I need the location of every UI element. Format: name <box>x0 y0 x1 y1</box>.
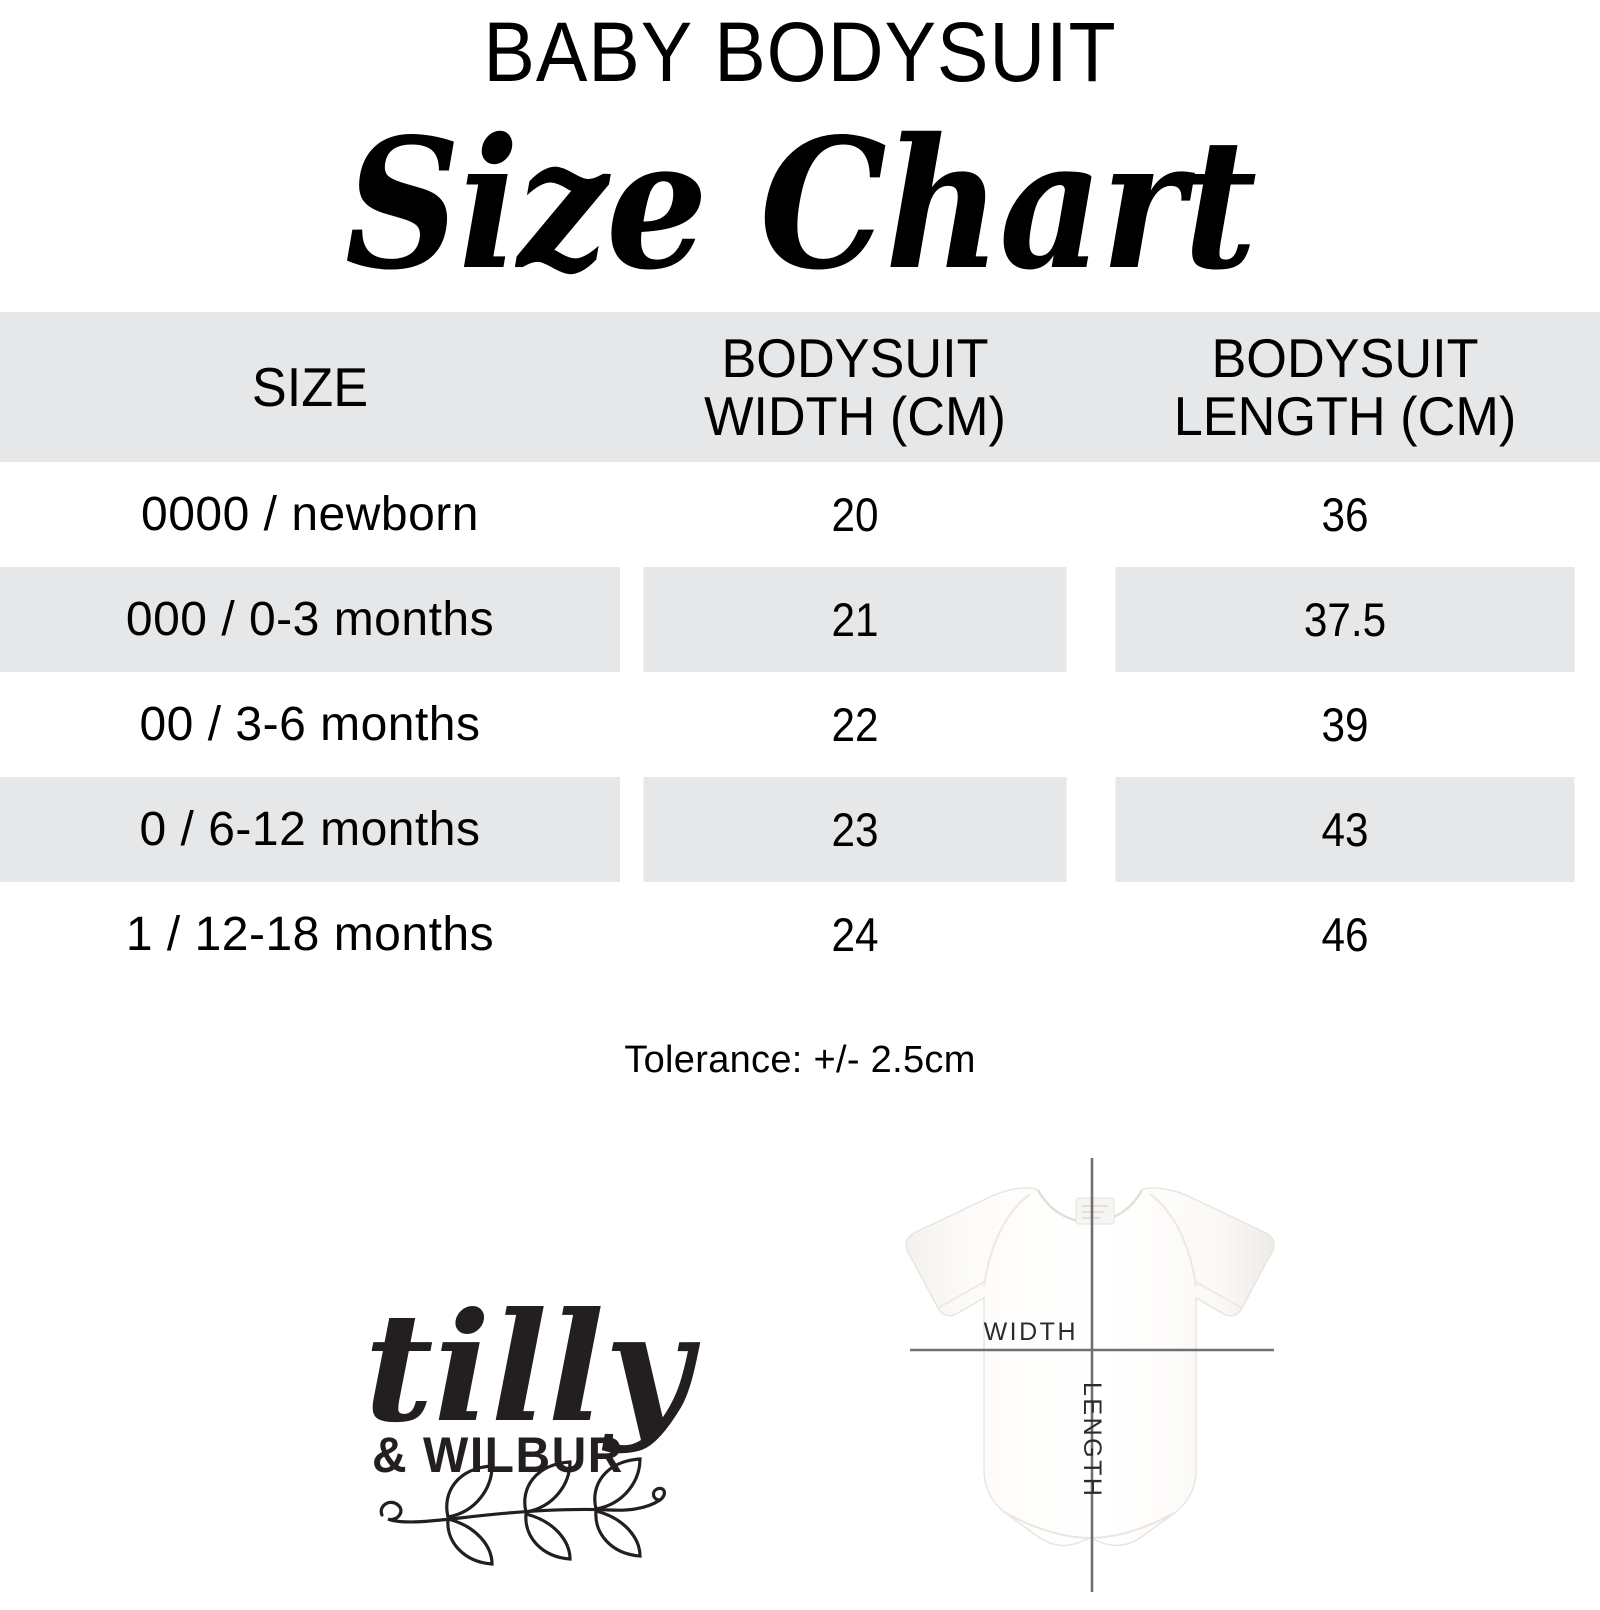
table-row: 0 / 6-12 months 23 43 <box>0 777 1600 883</box>
brand-logo: tilly & WILBUR <box>330 1260 730 1600</box>
column-header-bodysuit-length: BODYSUIT LENGTH (CM) <box>1090 312 1600 463</box>
table-header: SIZE BODYSUIT WIDTH (CM) BODYSUIT LENGTH… <box>0 312 1600 463</box>
page-title-product: BABY BODYSUIT <box>483 5 1117 99</box>
page-title-script: Size Chart <box>344 98 1257 310</box>
cell-length: 37.5 <box>1115 567 1575 673</box>
cell-size: 0000 / newborn <box>0 462 620 568</box>
column-header-length-line1: BODYSUIT <box>1211 327 1479 390</box>
column-header-width-line2: WIDTH (CM) <box>704 385 1006 448</box>
column-header-bodysuit-width: BODYSUIT WIDTH (CM) <box>620 312 1090 463</box>
cell-width: 22 <box>643 672 1067 778</box>
bodysuit-diagram-svg: WIDTH LENGTH <box>905 1158 1275 1592</box>
column-header-size: SIZE <box>0 312 620 463</box>
cell-width: 24 <box>643 882 1067 988</box>
brand-logo-sub-word: & WILBUR <box>372 1427 624 1483</box>
cell-size: 1 / 12-18 months <box>0 882 620 988</box>
column-header-size-label: SIZE <box>251 356 369 419</box>
table-header-row: SIZE BODYSUIT WIDTH (CM) BODYSUIT LENGTH… <box>0 312 1600 463</box>
cell-size: 00 / 3-6 months <box>0 672 620 778</box>
table-row: 1 / 12-18 months 24 46 <box>0 882 1600 988</box>
cell-length: 36 <box>1115 462 1575 568</box>
table-row: 0000 / newborn 20 36 <box>0 462 1600 568</box>
cell-width: 21 <box>643 567 1067 673</box>
length-measure-label: LENGTH <box>1078 1382 1106 1498</box>
cell-width: 20 <box>643 462 1067 568</box>
width-measure-label: WIDTH <box>984 1318 1078 1346</box>
column-header-width-line1: BODYSUIT <box>721 327 989 390</box>
cell-length: 46 <box>1115 882 1575 988</box>
brand-logo-svg: tilly & WILBUR <box>364 1280 701 1566</box>
header-title-block: BABY BODYSUIT Size Chart <box>0 0 1600 309</box>
table-body: 0000 / newborn 20 36 000 / 0-3 months 21… <box>0 462 1600 988</box>
cell-width: 23 <box>643 777 1067 883</box>
laurel-branch-icon <box>379 1457 666 1566</box>
size-chart-table: SIZE BODYSUIT WIDTH (CM) BODYSUIT LENGTH… <box>0 312 1600 988</box>
tolerance-note: Tolerance: +/- 2.5cm <box>624 1039 976 1082</box>
cell-size: 0 / 6-12 months <box>0 777 620 883</box>
column-header-length-line2: LENGTH (CM) <box>1173 385 1517 448</box>
table-row: 000 / 0-3 months 21 37.5 <box>0 567 1600 673</box>
brand-logo-script-word: tilly <box>364 1280 700 1456</box>
cell-length: 39 <box>1115 672 1575 778</box>
cell-length: 43 <box>1115 777 1575 883</box>
bodysuit-diagram: WIDTH LENGTH <box>880 1140 1300 1610</box>
cell-size: 000 / 0-3 months <box>0 567 620 673</box>
table-row: 00 / 3-6 months 22 39 <box>0 672 1600 778</box>
footer-area: tilly & WILBUR <box>0 1120 1600 1600</box>
bodysuit-garment-icon <box>905 1187 1275 1547</box>
